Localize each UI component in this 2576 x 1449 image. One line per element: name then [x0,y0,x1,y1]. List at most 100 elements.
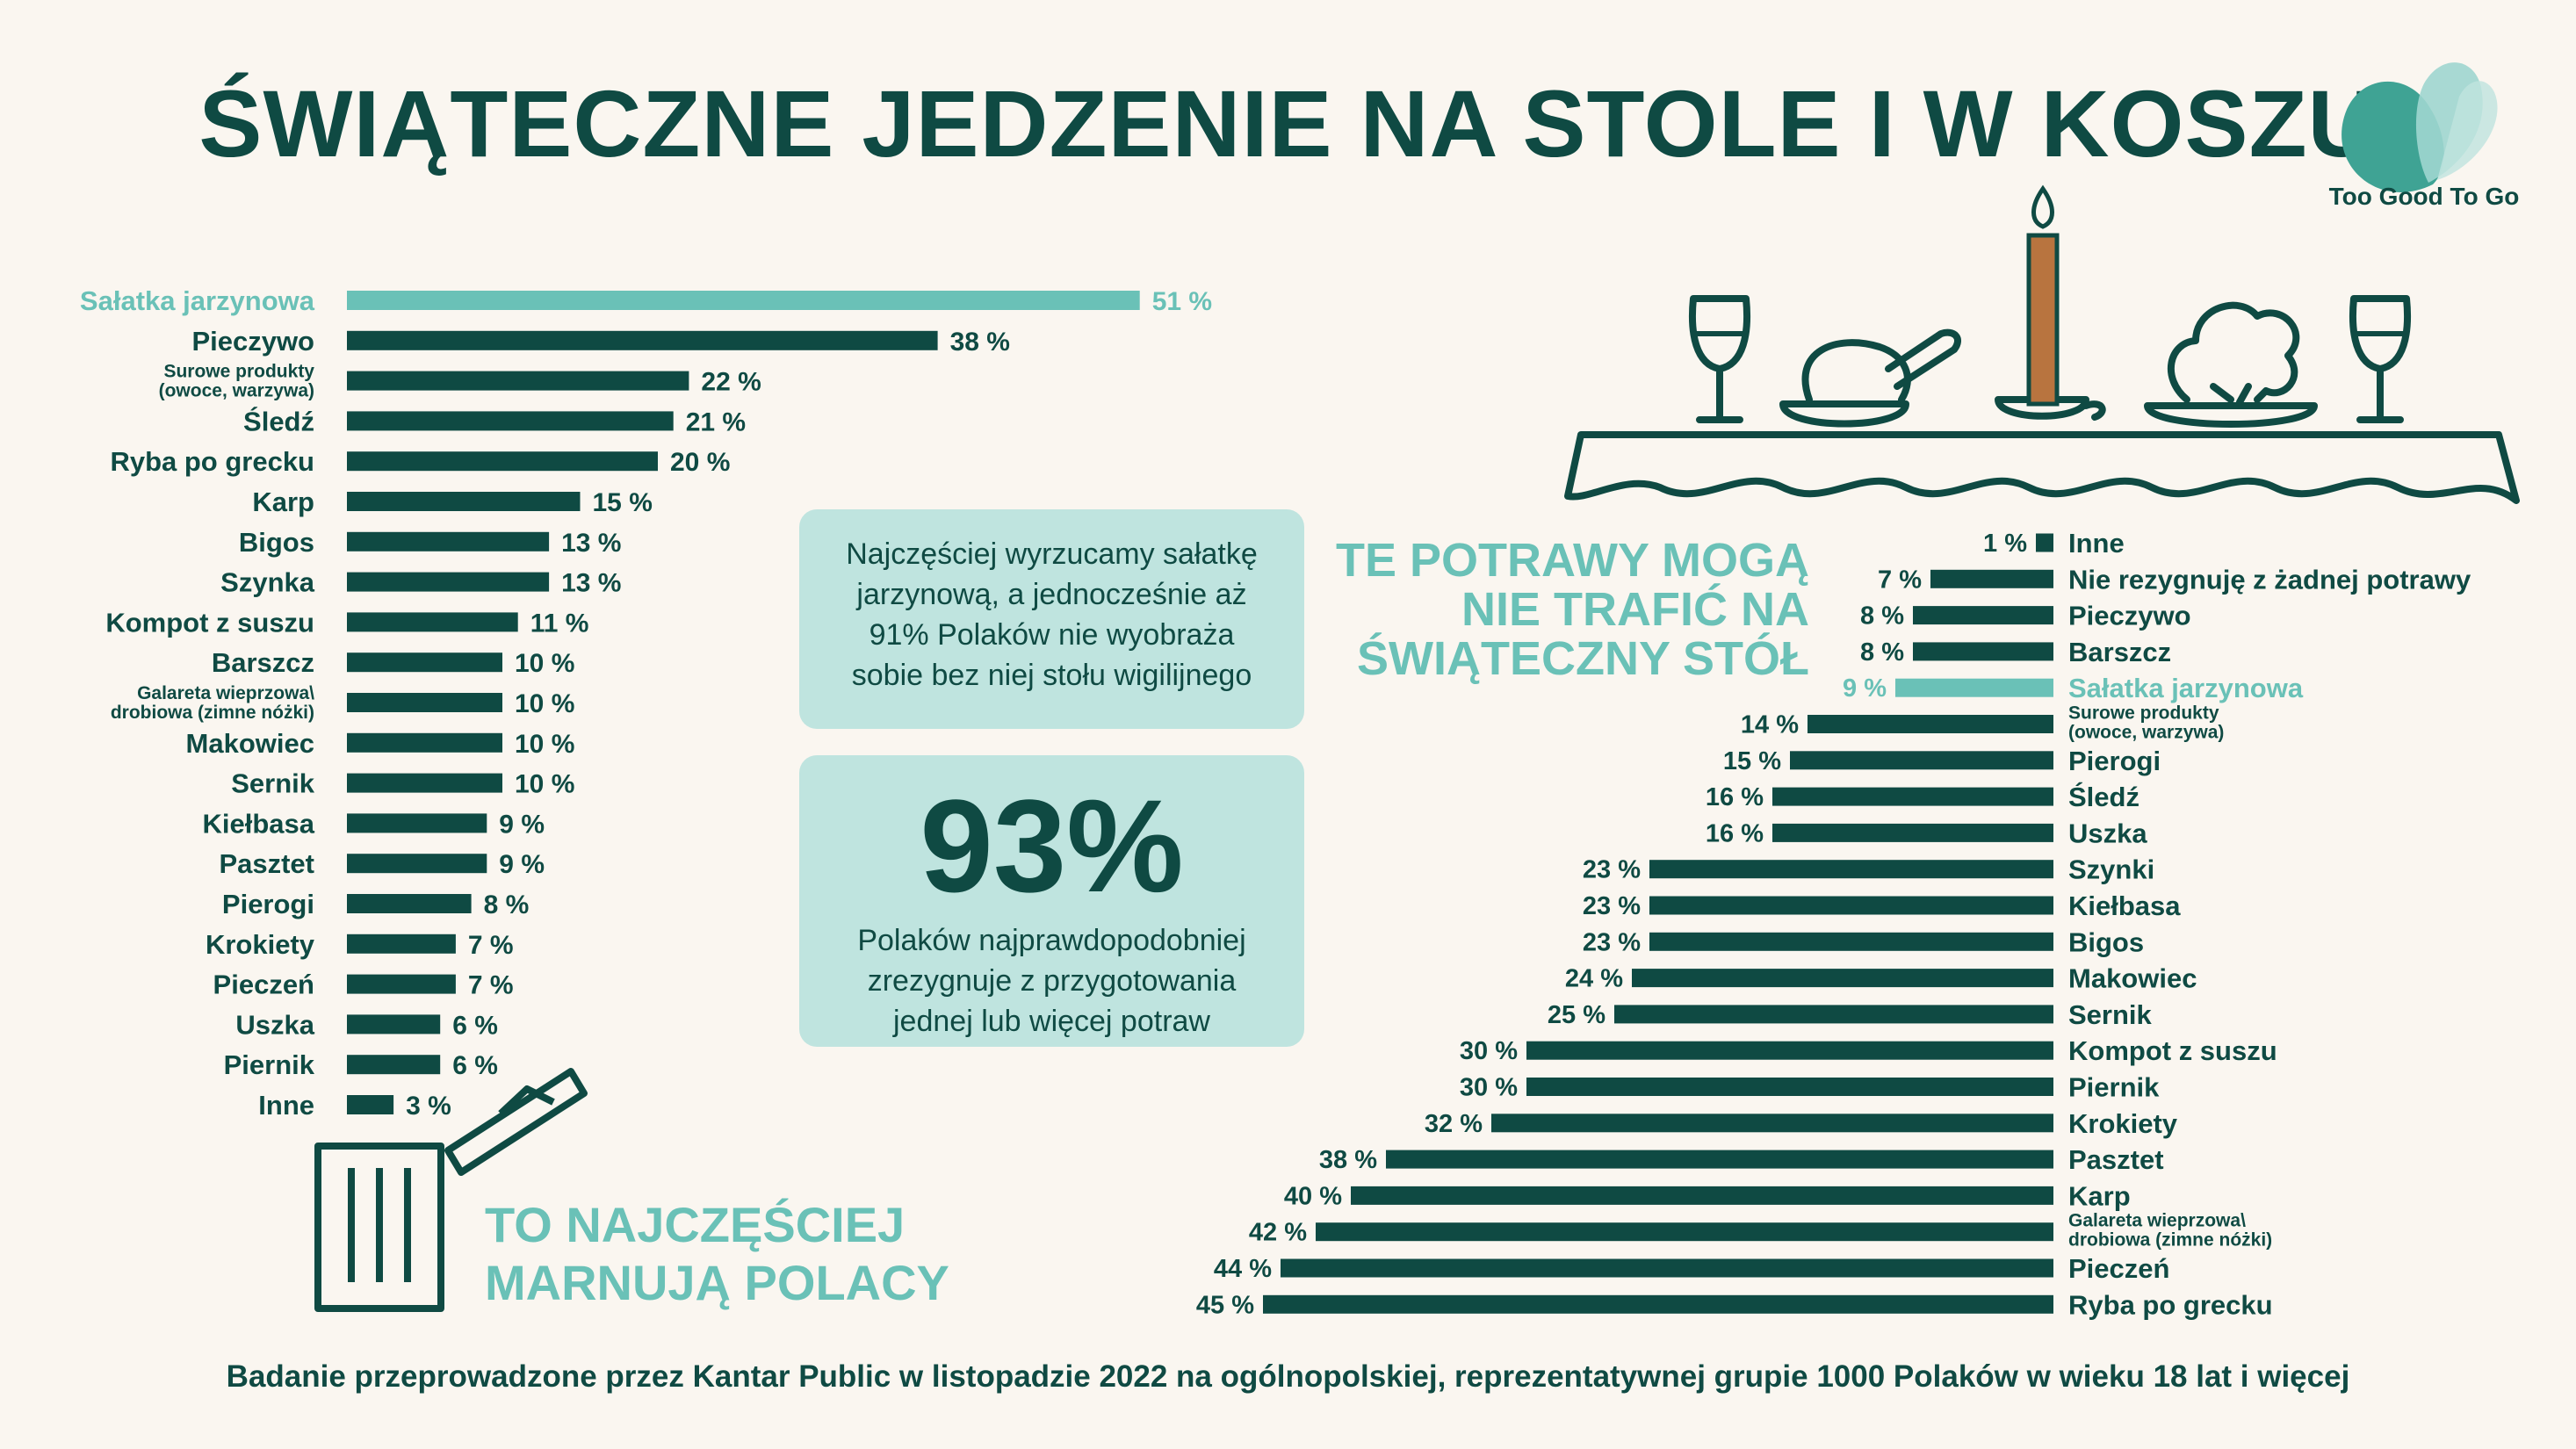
category-label: Kompot z suszu [2068,1035,2277,1066]
bar [1649,932,2053,951]
value-label: 40 % [1284,1182,1342,1210]
right-bar-chart: 1 % Inne 7 % Nie rezygnuję z żadnej potrawy… [1196,528,2471,1320]
stat-line: Polaków najprawdopodobniej [857,924,1246,957]
category-label: Uszka [235,1009,314,1040]
heading-line: TO NAJCZĘŚCIEJ [485,1197,906,1252]
footer-note: Badanie przeprowadzone przez Kantar Publ… [226,1359,2350,1394]
bar [347,974,456,994]
bar [347,291,1140,310]
value-label: 8 % [1860,638,1904,667]
page-title: ŚWIĄTECZNE JEDZENIE NA STOLE I W KOSZU [198,70,2378,177]
value-label: 8 % [1860,602,1904,631]
category-label: Bigos [239,527,314,558]
bar [1772,823,2053,842]
bar [1649,860,2053,879]
category-label: Krokiety [2068,1108,2178,1139]
heading-line: TE POTRAWY MOGĄ [1335,534,1809,587]
value-label: 23 % [1583,856,1641,884]
category-label: Piernik [2068,1072,2160,1103]
value-label: 30 % [1460,1037,1518,1065]
value-label: 13 % [561,529,621,558]
category-label: Galareta wieprzowa\ [137,683,314,703]
category-label: (owoce, warzywa) [159,381,314,401]
bar [347,451,658,472]
value-label: 23 % [1583,892,1641,920]
bar [347,854,487,874]
value-label: 7 % [468,931,514,960]
value-label: 7 % [1878,566,1922,594]
table-setting-icon [1564,295,2520,504]
bar [1790,751,2053,770]
category-label: Pieczeń [2068,1253,2169,1284]
category-label: Ryba po grecku [2068,1289,2273,1320]
heading-wasted: TO NAJCZĘŚCIEJ MARNUJĄ POLACY [485,1196,949,1312]
bar [1351,1186,2053,1205]
roast-chicken-icon [1779,328,1961,428]
category-label: Surowe produkty [163,362,314,382]
category-label: Barszcz [212,647,314,678]
bar [1491,1114,2053,1133]
category-label: Uszka [2068,818,2147,848]
category-label: Pierogi [2068,746,2161,776]
value-label: 38 % [1319,1146,1377,1174]
category-label: Inne [2068,528,2125,559]
value-label: 42 % [1249,1219,1307,1247]
bar [347,612,518,632]
category-label: Szynka [220,567,315,598]
category-label: Krokiety [206,929,315,960]
bar [1895,678,2053,697]
bar [1526,1078,2053,1096]
value-label: 38 % [950,328,1010,357]
category-label: Śledź [2068,781,2139,812]
bar [1808,715,2053,733]
insight-line: 91% Polaków nie wyobraża [869,618,1235,652]
category-label: Sałatka jarzynowa [80,285,315,316]
bar [347,773,502,793]
value-label: 23 % [1583,928,1641,956]
too-good-to-go-logo-icon [2341,62,2498,192]
value-label: 10 % [515,770,574,799]
bar [347,411,674,431]
category-label: Pasztet [219,848,314,879]
value-label: 21 % [686,407,746,436]
value-label: 51 % [1152,287,1212,316]
value-label: 45 % [1196,1291,1254,1319]
insight-line: sobie bez niej stołu wigilijnego [851,659,1252,692]
bar [347,492,581,511]
wine-glass-icon [2349,295,2412,423]
value-label: 15 % [1723,747,1781,775]
value-label: 16 % [1706,819,1764,847]
brand-name: Too Good To Go [2328,183,2520,210]
heading-line: ŚWIĄTECZNY STÓŁ [1356,632,1809,685]
bar [347,934,456,954]
bar [1281,1258,2053,1278]
category-label: Makowiec [186,728,314,759]
category-label: Szynki [2068,854,2154,885]
category-label: (owoce, warzywa) [2068,723,2224,743]
bar [1930,569,2053,588]
insight-line: jarzynową, a jednocześnie aż [856,578,1247,611]
heading-line: MARNUJĄ POLACY [485,1255,949,1310]
value-label: 9 % [499,850,545,879]
category-label: Pasztet [2068,1144,2164,1175]
value-label: 14 % [1741,711,1799,739]
category-label: Karp [252,487,314,517]
value-label: 10 % [515,649,574,678]
value-label: 13 % [561,569,621,598]
value-label: 11 % [530,609,589,638]
value-label: 44 % [1214,1255,1272,1283]
value-label: 8 % [484,890,530,919]
trash-bin-icon [314,1068,588,1312]
bar [347,531,550,551]
category-label: drobiowa (zimne nóżki) [111,703,314,723]
candle-icon [1995,396,2106,421]
value-label: 16 % [1706,783,1764,811]
wine-glass-icon [1688,295,1751,423]
big-stat: 93% [920,772,1184,919]
bar [347,572,550,592]
insight-box-salad: Najczęściej wyrzucamy sałatkę jarzynową,… [799,509,1304,729]
insight-box-93: 93% Polaków najprawdopodobniej zrezygnuj… [799,755,1304,1047]
category-label: Kiełbasa [202,808,314,839]
bar [1614,1005,2053,1024]
category-label: Bigos [2068,926,2144,957]
